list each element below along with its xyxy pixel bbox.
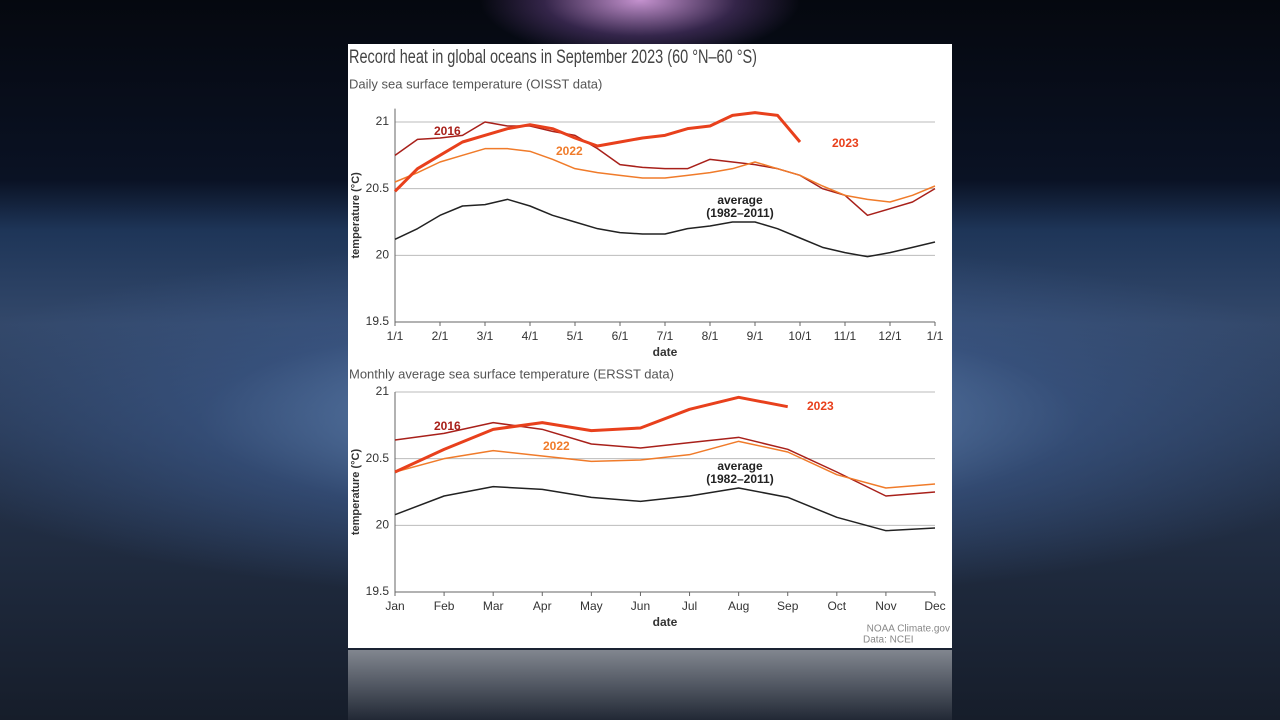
credit: NOAA Climate.gov: [867, 624, 950, 635]
x-tick-label: Apr: [533, 599, 552, 613]
series-label: 2016: [434, 419, 461, 433]
x-tick-label: 7/1: [657, 329, 674, 343]
chart-panel: [348, 44, 952, 648]
series-line: [394, 421, 936, 497]
series-line: [394, 395, 789, 474]
y-tick-label: 21: [376, 114, 390, 128]
x-tick-label: Nov: [875, 599, 896, 613]
x-tick-label: 11/1: [834, 329, 857, 343]
credit: Data: NCEI: [863, 635, 914, 646]
x-tick-label: 4/1: [522, 329, 539, 343]
series-line: [394, 198, 936, 258]
x-tick-label: 9/1: [747, 329, 764, 343]
x-tick-label: Oct: [827, 599, 846, 613]
series-line: [394, 147, 936, 203]
y-axis-label: temperature (°C): [350, 449, 362, 536]
y-tick-label: 20.5: [366, 181, 390, 195]
y-tick-label: 20: [376, 518, 390, 532]
x-tick-label: 5/1: [567, 329, 584, 343]
x-axis-label: date: [653, 345, 678, 359]
x-tick-label: Sep: [777, 599, 799, 613]
x-tick-label: Jul: [682, 599, 697, 613]
y-tick-label: 20: [376, 248, 390, 262]
series-label: 2023: [832, 136, 859, 150]
series-label: 2016: [434, 124, 461, 138]
y-tick-label: 20.5: [366, 451, 390, 465]
series-line: [394, 485, 936, 532]
x-tick-label: Feb: [434, 599, 455, 613]
x-tick-label: Dec: [924, 599, 945, 613]
x-tick-label: 10/1: [788, 329, 812, 343]
y-tick-label: 21: [376, 384, 390, 398]
x-tick-label: 1/1: [927, 329, 944, 343]
x-axis-label: date: [653, 615, 678, 629]
x-tick-label: 1/1: [387, 329, 404, 343]
series-label: average (1982–2011): [706, 193, 773, 220]
x-tick-label: 6/1: [612, 329, 629, 343]
x-tick-label: May: [580, 599, 603, 613]
series-label: 2022: [556, 144, 583, 158]
x-tick-label: 8/1: [702, 329, 719, 343]
series-line: [394, 440, 936, 489]
chart-subtitle: Monthly average sea surface temperature …: [349, 366, 674, 381]
series-line: [393, 111, 802, 193]
reflection: [348, 650, 952, 720]
page-title: Record heat in global oceans in Septembe…: [349, 47, 757, 68]
y-tick-label: 19.5: [366, 314, 390, 328]
x-tick-label: 3/1: [477, 329, 494, 343]
chart-subtitle: Daily sea surface temperature (OISST dat…: [349, 76, 602, 91]
x-tick-label: 2/1: [432, 329, 449, 343]
x-tick-label: Jun: [631, 599, 650, 613]
x-tick-label: Mar: [483, 599, 504, 613]
x-tick-label: Aug: [728, 599, 749, 613]
y-axis-label: temperature (°C): [350, 172, 362, 259]
x-tick-label: Jan: [385, 599, 404, 613]
series-label: average (1982–2011): [706, 459, 773, 486]
y-tick-label: 19.5: [366, 584, 390, 598]
series-label: 2023: [807, 399, 834, 413]
x-tick-label: 12/1: [878, 329, 902, 343]
series-label: 2022: [543, 439, 570, 453]
